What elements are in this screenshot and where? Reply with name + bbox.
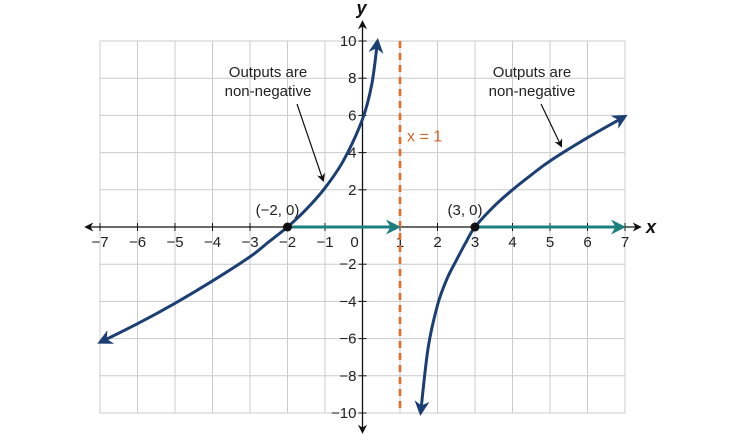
x-tick-label: 2: [433, 234, 441, 251]
annotations: Outputs are non-negative Outputs are non-ne…: [225, 64, 576, 183]
annotation-text: Outputs are non-negative: [225, 64, 312, 100]
x-tick-label: −3: [241, 234, 258, 251]
x-tick-label: −7: [91, 234, 108, 251]
x-tick-label: −2: [279, 234, 296, 251]
x-tick-label: 0: [350, 234, 358, 251]
y-tick-label: 6: [348, 107, 356, 124]
point-label: (−2, 0): [256, 202, 300, 219]
x-tick-label: 7: [621, 234, 629, 251]
y-tick-label: −2: [339, 256, 356, 273]
x-intercept-point: [470, 222, 480, 232]
x-tick-label: 6: [583, 234, 591, 251]
x-tick-label: −1: [316, 234, 333, 251]
annotation-arrow: [540, 103, 563, 148]
asymptote-label: x = 1: [407, 128, 442, 145]
annotation-line: non-negative: [489, 83, 576, 100]
x-tick-label: −4: [204, 234, 221, 251]
annotation-line: Outputs are: [493, 64, 571, 81]
x-tick-label: 3: [471, 234, 479, 251]
x-tick-label: 5: [546, 234, 554, 251]
y-tick-label: −8: [339, 368, 356, 385]
annotation-line: non-negative: [225, 83, 312, 100]
y-tick-label: 2: [348, 182, 356, 199]
annotation-line: Outputs are: [229, 64, 307, 81]
y-tick-label: −10: [331, 405, 356, 422]
axes: xy: [84, 0, 657, 434]
points: (−2, 0) (3, 0): [256, 202, 483, 232]
y-axis-label: y: [356, 0, 368, 18]
y-tick-label: 8: [348, 70, 356, 87]
annotation-arrow: [296, 103, 325, 183]
x-intercept-point: [283, 222, 292, 232]
point-label: (3, 0): [447, 202, 482, 219]
y-tick-label: −6: [339, 331, 356, 348]
x-axis-label: x: [645, 217, 657, 237]
x-tick-label: −6: [129, 234, 146, 251]
y-tick-label: −4: [339, 293, 356, 310]
x-tick-label: −5: [166, 234, 183, 251]
x-tick-label: 1: [396, 234, 404, 251]
x-tick-label: 4: [508, 234, 516, 251]
y-tick-label: 10: [340, 33, 357, 50]
annotation-text: Outputs are non-negative: [489, 64, 576, 100]
